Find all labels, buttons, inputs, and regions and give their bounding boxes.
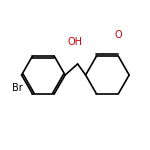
- Text: O: O: [115, 30, 122, 39]
- Text: OH: OH: [68, 37, 82, 47]
- Text: Br: Br: [12, 82, 23, 93]
